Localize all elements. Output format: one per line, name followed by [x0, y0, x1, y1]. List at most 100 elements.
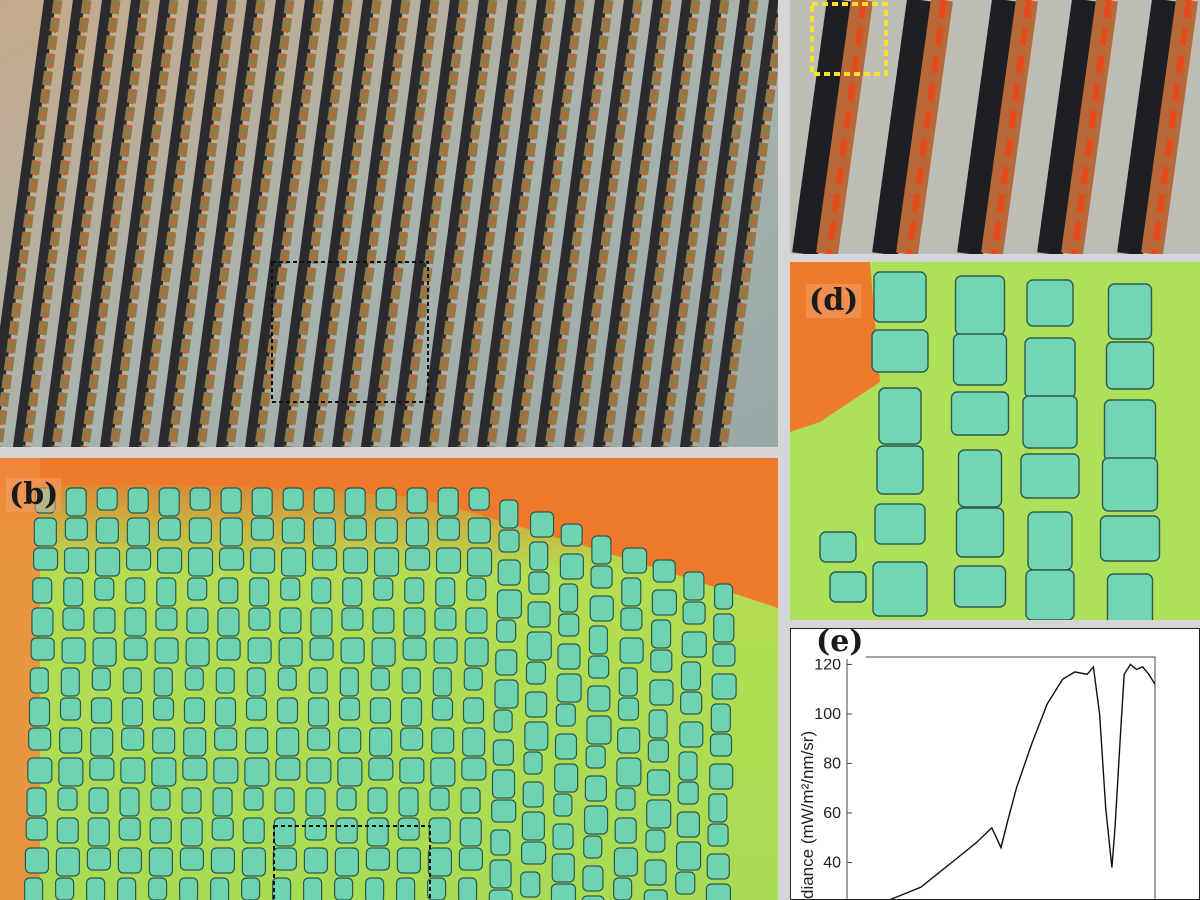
panel-d-label: (d): [806, 284, 862, 318]
plant-segment: [56, 817, 79, 844]
zoomed-plant-segment: [1103, 399, 1157, 462]
crop-row-plants: [312, 0, 382, 447]
crop-row-shadow: [0, 0, 56, 418]
crop-row-highlights: [112, 5, 176, 447]
crop-rows: [0, 0, 778, 447]
plant-segment: [272, 847, 298, 871]
plant-segment: [343, 517, 367, 541]
bare-soil-region: [0, 458, 778, 608]
crop-row-shadow: [71, 0, 143, 447]
plant-segment: [214, 697, 237, 727]
plant-segment: [157, 517, 181, 541]
zoomed-plant-segment: [1022, 395, 1078, 449]
plant-segment: [491, 799, 517, 823]
plant-segment: [341, 607, 364, 631]
plant-segment: [148, 847, 174, 877]
crop-row-highlights: [83, 5, 147, 447]
plant-segment: [645, 829, 666, 853]
plant-segment: [216, 637, 241, 661]
zoomed-plant-segment: [952, 333, 1008, 386]
plant-segment: [373, 577, 394, 601]
plant-segment: [310, 607, 333, 637]
plant-segment: [553, 793, 573, 817]
plant-segment: [366, 817, 389, 847]
plant-segment: [427, 847, 453, 877]
crop-row-shadow: [622, 0, 694, 447]
plant-segment: [488, 889, 513, 900]
plant-segment: [307, 727, 331, 751]
plant-segment: [708, 793, 728, 823]
plant-segment: [560, 523, 583, 547]
plant-segment: [90, 727, 114, 757]
zoomed-row-shadow: [957, 0, 1018, 254]
zoomed-row-shadow: [1037, 0, 1098, 254]
plant-segment: [179, 847, 205, 871]
plant-segment: [152, 697, 175, 721]
plant-segment: [63, 547, 90, 574]
plant-segment: [213, 757, 239, 784]
plant-segment: [90, 697, 113, 724]
plant-segment: [188, 517, 212, 544]
plant-segment: [709, 763, 734, 790]
crop-row-highlights: [228, 5, 292, 447]
crop-row-highlights: [402, 5, 466, 447]
zoomed-plant-segment: [957, 449, 1003, 508]
plant-segment: [558, 583, 579, 613]
plant-segment: [120, 757, 146, 784]
crop-row-shadow: [361, 0, 433, 447]
plant-segment: [613, 847, 639, 877]
plant-segment: [557, 643, 581, 670]
plant-segment: [520, 841, 547, 865]
plant-segment: [464, 637, 489, 667]
plant-segment: [435, 577, 456, 607]
crop-row-plants: [22, 0, 92, 447]
plant-segment: [127, 487, 149, 514]
plant-segment: [652, 559, 676, 583]
crop-row-shadow: [332, 0, 404, 447]
plant-segment: [651, 619, 672, 649]
plant-segment: [678, 751, 698, 781]
plant-segment: [62, 607, 85, 631]
plant-segment: [499, 499, 519, 529]
zoomed-plant-segment: [1105, 341, 1155, 390]
crop-row-highlights: [605, 5, 669, 447]
plant-segment: [617, 727, 641, 754]
plant-segment: [30, 637, 55, 661]
crop-row-shadow: [506, 0, 578, 447]
crop-row-plants: [341, 0, 411, 447]
plant-segment: [527, 601, 551, 628]
plant-segment: [432, 667, 452, 697]
plant-segment: [245, 697, 268, 721]
plant-segment: [149, 817, 172, 844]
plant-segment: [677, 781, 699, 805]
plant-segment: [582, 865, 604, 892]
plant-segment: [621, 577, 642, 607]
plant-segment: [65, 487, 87, 517]
plant-segment: [338, 697, 361, 721]
crop-row-shadow: [100, 0, 172, 447]
plant-segment: [125, 577, 146, 604]
plant-segment: [612, 877, 633, 900]
plant-segment: [218, 547, 245, 571]
plant-segment: [241, 847, 267, 877]
plant-segment: [406, 487, 428, 514]
crop-row-plants: [486, 0, 556, 447]
plant-segment: [618, 667, 638, 697]
plant-segment: [183, 697, 206, 724]
plant-segment: [122, 667, 142, 694]
crop-row-highlights: [170, 5, 234, 447]
plant-segment: [181, 787, 202, 814]
plant-segment: [240, 877, 261, 900]
crop-row-shadow: [564, 0, 636, 447]
plant-segment: [587, 685, 611, 712]
plant-segment: [707, 823, 729, 847]
plant-segment: [713, 613, 735, 643]
zoomed-row-highlights: [1151, 0, 1192, 254]
plant-segment: [59, 727, 83, 754]
plant-segment: [675, 871, 696, 895]
plant-segment: [219, 517, 243, 547]
zoomed-plant-segment: [874, 503, 926, 545]
plant-segment: [683, 571, 705, 601]
plant-segment: [276, 697, 299, 724]
crop-row-plants: [0, 0, 63, 447]
